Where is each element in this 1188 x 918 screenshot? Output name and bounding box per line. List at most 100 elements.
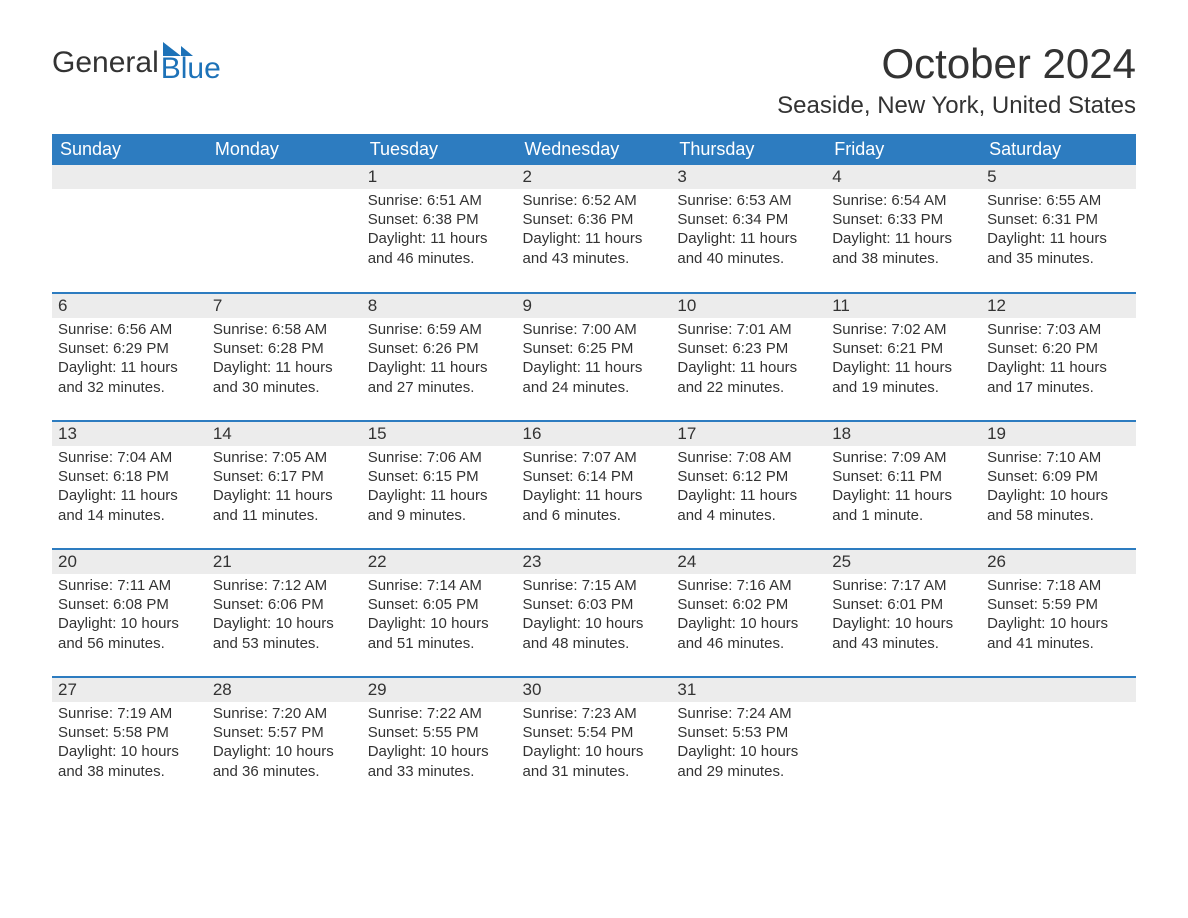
location-subtitle: Seaside, New York, United States bbox=[52, 92, 1136, 120]
sunset-text: Sunset: 6:21 PM bbox=[832, 339, 975, 358]
day-details: Sunrise: 6:51 AMSunset: 6:38 PMDaylight:… bbox=[362, 189, 517, 274]
calendar-day-cell: 23Sunrise: 7:15 AMSunset: 6:03 PMDayligh… bbox=[517, 549, 672, 677]
sunrise-text: Sunrise: 6:58 AM bbox=[213, 320, 356, 339]
sunrise-text: Sunrise: 7:17 AM bbox=[832, 576, 975, 595]
weekday-header: Thursday bbox=[671, 134, 826, 165]
day-details: Sunrise: 7:15 AMSunset: 6:03 PMDaylight:… bbox=[517, 574, 672, 659]
day-details: Sunrise: 6:56 AMSunset: 6:29 PMDaylight:… bbox=[52, 318, 207, 403]
sunset-text: Sunset: 6:03 PM bbox=[523, 595, 666, 614]
calendar-day-cell: 28Sunrise: 7:20 AMSunset: 5:57 PMDayligh… bbox=[207, 677, 362, 805]
daylight-text: Daylight: 10 hours and 51 minutes. bbox=[368, 614, 511, 652]
daylight-text: Daylight: 11 hours and 22 minutes. bbox=[677, 358, 820, 396]
day-number: 12 bbox=[981, 294, 1136, 318]
calendar-day-cell bbox=[826, 677, 981, 805]
day-details: Sunrise: 6:53 AMSunset: 6:34 PMDaylight:… bbox=[671, 189, 826, 274]
daylight-text: Daylight: 11 hours and 14 minutes. bbox=[58, 486, 201, 524]
sunrise-text: Sunrise: 6:59 AM bbox=[368, 320, 511, 339]
calendar-day-cell: 26Sunrise: 7:18 AMSunset: 5:59 PMDayligh… bbox=[981, 549, 1136, 677]
calendar-day-cell: 9Sunrise: 7:00 AMSunset: 6:25 PMDaylight… bbox=[517, 293, 672, 421]
daylight-text: Daylight: 11 hours and 24 minutes. bbox=[523, 358, 666, 396]
day-number bbox=[981, 678, 1136, 702]
day-number: 23 bbox=[517, 550, 672, 574]
calendar-day-cell bbox=[207, 165, 362, 293]
sunrise-text: Sunrise: 7:12 AM bbox=[213, 576, 356, 595]
calendar-table: Sunday Monday Tuesday Wednesday Thursday… bbox=[52, 134, 1136, 805]
sunrise-text: Sunrise: 7:08 AM bbox=[677, 448, 820, 467]
daylight-text: Daylight: 11 hours and 46 minutes. bbox=[368, 229, 511, 267]
day-number: 22 bbox=[362, 550, 517, 574]
day-number: 2 bbox=[517, 165, 672, 189]
sunset-text: Sunset: 5:59 PM bbox=[987, 595, 1130, 614]
weekday-header: Friday bbox=[826, 134, 981, 165]
sunset-text: Sunset: 6:06 PM bbox=[213, 595, 356, 614]
day-number: 13 bbox=[52, 422, 207, 446]
day-details: Sunrise: 7:00 AMSunset: 6:25 PMDaylight:… bbox=[517, 318, 672, 403]
day-number bbox=[207, 165, 362, 189]
sunset-text: Sunset: 6:02 PM bbox=[677, 595, 820, 614]
day-number: 31 bbox=[671, 678, 826, 702]
daylight-text: Daylight: 10 hours and 56 minutes. bbox=[58, 614, 201, 652]
sunset-text: Sunset: 6:26 PM bbox=[368, 339, 511, 358]
daylight-text: Daylight: 11 hours and 35 minutes. bbox=[987, 229, 1130, 267]
sunset-text: Sunset: 5:55 PM bbox=[368, 723, 511, 742]
day-details: Sunrise: 7:16 AMSunset: 6:02 PMDaylight:… bbox=[671, 574, 826, 659]
weekday-header: Tuesday bbox=[362, 134, 517, 165]
daylight-text: Daylight: 11 hours and 40 minutes. bbox=[677, 229, 820, 267]
day-number: 14 bbox=[207, 422, 362, 446]
day-details: Sunrise: 7:23 AMSunset: 5:54 PMDaylight:… bbox=[517, 702, 672, 787]
sunrise-text: Sunrise: 7:01 AM bbox=[677, 320, 820, 339]
day-details: Sunrise: 7:17 AMSunset: 6:01 PMDaylight:… bbox=[826, 574, 981, 659]
day-number: 25 bbox=[826, 550, 981, 574]
daylight-text: Daylight: 11 hours and 27 minutes. bbox=[368, 358, 511, 396]
day-details: Sunrise: 7:18 AMSunset: 5:59 PMDaylight:… bbox=[981, 574, 1136, 659]
sunrise-text: Sunrise: 7:19 AM bbox=[58, 704, 201, 723]
sunrise-text: Sunrise: 7:07 AM bbox=[523, 448, 666, 467]
day-details bbox=[52, 189, 207, 197]
calendar-day-cell: 24Sunrise: 7:16 AMSunset: 6:02 PMDayligh… bbox=[671, 549, 826, 677]
calendar-week-row: 13Sunrise: 7:04 AMSunset: 6:18 PMDayligh… bbox=[52, 421, 1136, 549]
calendar-day-cell: 29Sunrise: 7:22 AMSunset: 5:55 PMDayligh… bbox=[362, 677, 517, 805]
calendar-day-cell: 21Sunrise: 7:12 AMSunset: 6:06 PMDayligh… bbox=[207, 549, 362, 677]
day-details bbox=[981, 702, 1136, 710]
sunrise-text: Sunrise: 6:51 AM bbox=[368, 191, 511, 210]
calendar-day-cell: 18Sunrise: 7:09 AMSunset: 6:11 PMDayligh… bbox=[826, 421, 981, 549]
day-number: 4 bbox=[826, 165, 981, 189]
calendar-day-cell: 20Sunrise: 7:11 AMSunset: 6:08 PMDayligh… bbox=[52, 549, 207, 677]
brand-text-blue: Blue bbox=[161, 52, 221, 86]
daylight-text: Daylight: 11 hours and 38 minutes. bbox=[832, 229, 975, 267]
day-number: 28 bbox=[207, 678, 362, 702]
sunset-text: Sunset: 6:38 PM bbox=[368, 210, 511, 229]
day-details bbox=[826, 702, 981, 710]
daylight-text: Daylight: 11 hours and 1 minute. bbox=[832, 486, 975, 524]
sunset-text: Sunset: 6:12 PM bbox=[677, 467, 820, 486]
sunset-text: Sunset: 5:58 PM bbox=[58, 723, 201, 742]
calendar-day-cell: 3Sunrise: 6:53 AMSunset: 6:34 PMDaylight… bbox=[671, 165, 826, 293]
day-number bbox=[826, 678, 981, 702]
daylight-text: Daylight: 10 hours and 29 minutes. bbox=[677, 742, 820, 780]
sunset-text: Sunset: 6:29 PM bbox=[58, 339, 201, 358]
calendar-day-cell: 11Sunrise: 7:02 AMSunset: 6:21 PMDayligh… bbox=[826, 293, 981, 421]
daylight-text: Daylight: 10 hours and 46 minutes. bbox=[677, 614, 820, 652]
day-number: 6 bbox=[52, 294, 207, 318]
calendar-day-cell: 27Sunrise: 7:19 AMSunset: 5:58 PMDayligh… bbox=[52, 677, 207, 805]
day-details: Sunrise: 6:59 AMSunset: 6:26 PMDaylight:… bbox=[362, 318, 517, 403]
sunrise-text: Sunrise: 7:04 AM bbox=[58, 448, 201, 467]
day-number: 17 bbox=[671, 422, 826, 446]
daylight-text: Daylight: 11 hours and 9 minutes. bbox=[368, 486, 511, 524]
daylight-text: Daylight: 10 hours and 53 minutes. bbox=[213, 614, 356, 652]
day-details: Sunrise: 7:09 AMSunset: 6:11 PMDaylight:… bbox=[826, 446, 981, 531]
brand-logo: General Blue bbox=[52, 40, 221, 86]
daylight-text: Daylight: 10 hours and 58 minutes. bbox=[987, 486, 1130, 524]
daylight-text: Daylight: 11 hours and 19 minutes. bbox=[832, 358, 975, 396]
daylight-text: Daylight: 10 hours and 36 minutes. bbox=[213, 742, 356, 780]
sunset-text: Sunset: 6:31 PM bbox=[987, 210, 1130, 229]
daylight-text: Daylight: 11 hours and 11 minutes. bbox=[213, 486, 356, 524]
day-details: Sunrise: 7:02 AMSunset: 6:21 PMDaylight:… bbox=[826, 318, 981, 403]
sunrise-text: Sunrise: 6:53 AM bbox=[677, 191, 820, 210]
day-details: Sunrise: 7:05 AMSunset: 6:17 PMDaylight:… bbox=[207, 446, 362, 531]
day-number: 24 bbox=[671, 550, 826, 574]
sunset-text: Sunset: 6:33 PM bbox=[832, 210, 975, 229]
day-details: Sunrise: 6:55 AMSunset: 6:31 PMDaylight:… bbox=[981, 189, 1136, 274]
day-details: Sunrise: 7:12 AMSunset: 6:06 PMDaylight:… bbox=[207, 574, 362, 659]
sunset-text: Sunset: 5:53 PM bbox=[677, 723, 820, 742]
